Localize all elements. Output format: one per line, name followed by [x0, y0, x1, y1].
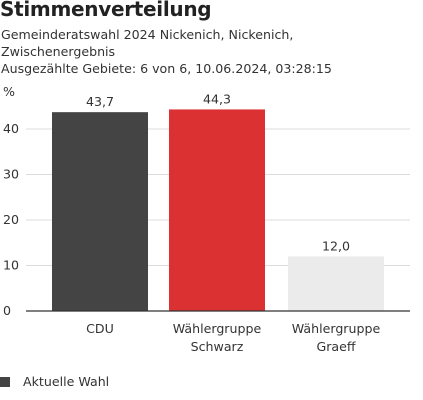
x-tick-label: Schwarz: [191, 339, 244, 354]
legend: Aktuelle Wahl: [0, 374, 109, 389]
x-tick-label: Wählergruppe: [292, 321, 381, 336]
x-tick-label: Wählergruppe: [173, 321, 262, 336]
bar: [169, 109, 265, 311]
y-tick-label: 10: [3, 258, 19, 273]
counted-areas-status: Ausgezählte Gebiete: 6 von 6, 10.06.2024…: [1, 61, 332, 76]
bar: [288, 256, 384, 311]
y-tick-label: 20: [3, 212, 19, 227]
data-label: 12,0: [322, 238, 350, 253]
y-tick-label: 0: [3, 303, 11, 318]
y-tick-label: 40: [3, 121, 19, 136]
legend-label: Aktuelle Wahl: [23, 374, 110, 389]
chart-title: Stimmenverteilung: [0, 0, 212, 21]
x-tick-label: CDU: [86, 321, 114, 336]
data-label: 44,3: [203, 91, 231, 106]
data-label: 43,7: [86, 94, 114, 109]
bar: [52, 112, 148, 311]
y-axis-label: %: [3, 84, 15, 99]
x-tick-label: Graeff: [316, 339, 355, 354]
y-tick-label: 30: [3, 167, 19, 182]
chart-subtitle: Gemeinderatswahl 2024 Nickenich, Nickeni…: [1, 27, 294, 59]
bar-chart: % 0 10 20 30 40 43,7 CDU 44,3 Wählergruppe Schwarz…: [3, 84, 410, 354]
legend-swatch: [0, 376, 10, 387]
